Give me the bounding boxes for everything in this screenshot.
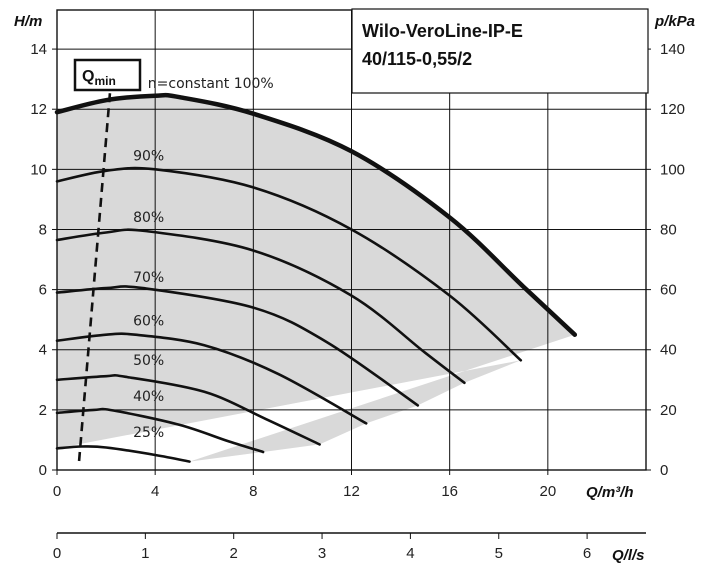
x-tick-label: 8	[249, 483, 257, 500]
y-right-tick-label: 40	[660, 342, 677, 359]
curve-label: 25%	[133, 425, 164, 441]
y-tick-label: 10	[30, 161, 47, 178]
curve-label: 80%	[133, 210, 164, 226]
curve-label: n=constant 100%	[148, 76, 274, 92]
x2-tick-label: 5	[495, 545, 503, 562]
title-line-2: 40/115-0,55/2	[362, 49, 472, 69]
y-right-tick-label: 60	[660, 282, 677, 299]
x2-tick-label: 3	[318, 545, 326, 562]
x-axis-title: Q/m³/h	[586, 484, 634, 501]
curve-label: 40%	[133, 389, 164, 405]
y-tick-label: 0	[39, 462, 47, 479]
curve-line	[57, 446, 190, 461]
x2-tick-label: 0	[53, 545, 61, 562]
y-right-axis-title: p/kPa	[654, 13, 695, 30]
y-tick-label: 2	[39, 402, 47, 419]
x-tick-label: 20	[539, 483, 556, 500]
y-right-tick-label: 120	[660, 101, 685, 118]
y-right-tick-label: 80	[660, 221, 677, 238]
y-right-tick-label: 20	[660, 402, 677, 419]
title-line-1: Wilo-VeroLine-IP-E	[362, 21, 523, 41]
y-tick-label: 12	[30, 101, 47, 118]
x-tick-label: 4	[151, 483, 159, 500]
y-tick-label: 6	[39, 282, 47, 299]
x-tick-label: 0	[53, 483, 61, 500]
curve-label: 70%	[133, 270, 164, 286]
y-right-tick-label: 140	[660, 41, 685, 58]
x2-tick-label: 6	[583, 545, 591, 562]
curve-label: 90%	[133, 148, 164, 164]
y-right-tick-label: 0	[660, 462, 668, 479]
x2-axis-title: Q/l/s	[612, 547, 645, 564]
x2-tick-label: 2	[230, 545, 238, 562]
x-tick-label: 12	[343, 483, 360, 500]
y-tick-label: 14	[30, 41, 47, 58]
x-tick-label: 16	[441, 483, 458, 500]
x2-tick-label: 4	[406, 545, 414, 562]
y-left-axis-title: H/m	[14, 13, 42, 30]
y-right-tick-label: 100	[660, 161, 685, 178]
curve-label: 50%	[133, 353, 164, 369]
y-tick-label: 8	[39, 221, 47, 238]
x2-tick-label: 1	[141, 545, 149, 562]
y-tick-label: 4	[39, 342, 47, 359]
curve-label: 60%	[133, 314, 164, 330]
